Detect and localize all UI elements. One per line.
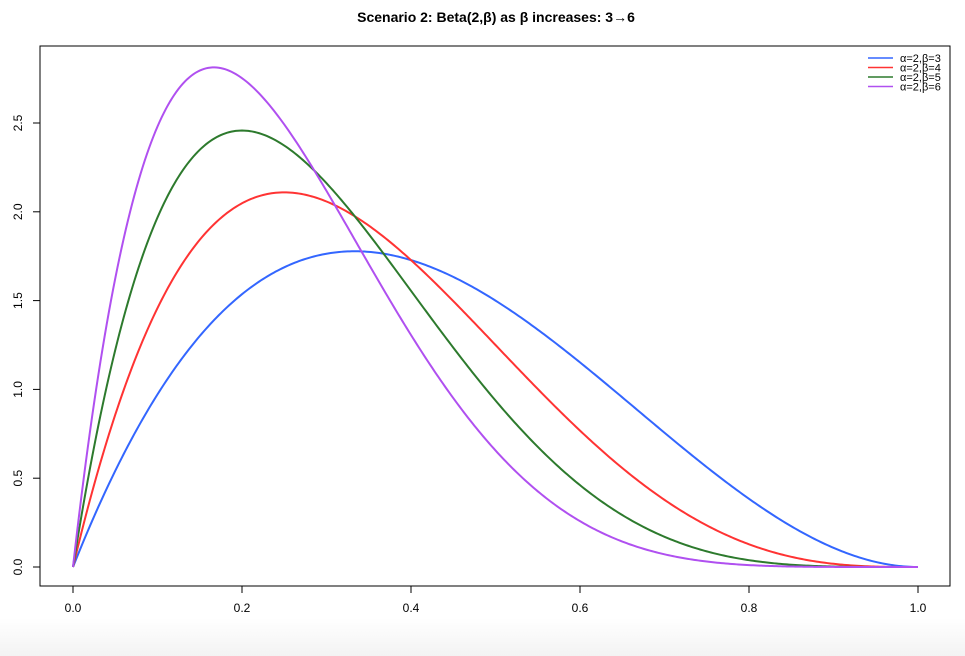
- series-line: [72, 191, 918, 568]
- legend-label: α=2,β=4: [900, 63, 941, 75]
- x-tick-label: 0.2: [234, 601, 251, 615]
- chart-title: Scenario 2: Beta(2,β) as β increases: 3→…: [357, 9, 635, 25]
- y-axis: 0.0 0.5 1.0 1.5 2.0 2.5: [11, 114, 41, 575]
- legend-label: α=2,β=3: [900, 53, 941, 65]
- y-tick-label: 1.5: [11, 292, 25, 309]
- bottom-fade: [0, 618, 965, 656]
- y-tick-label: 0.5: [11, 470, 25, 487]
- y-tick-label: 0.0: [11, 558, 25, 575]
- series-line: [72, 250, 919, 568]
- x-axis: 0.0 0.2 0.4 0.6 0.8 1.0: [65, 585, 927, 615]
- x-tick-label: 0.4: [403, 601, 420, 615]
- x-tick-label: 0.6: [572, 601, 589, 615]
- series-line: [72, 129, 918, 568]
- y-tick-label: 1.0: [11, 381, 25, 398]
- x-tick-label: 0.8: [741, 601, 758, 615]
- curves: [72, 66, 919, 568]
- x-tick-label: 0.0: [65, 601, 82, 615]
- legend: α=2,β=3α=2,β=4α=2,β=5α=2,β=6: [868, 53, 941, 94]
- y-tick-label: 2.5: [11, 114, 25, 131]
- y-tick-label: 2.0: [11, 203, 25, 220]
- plot-frame: [39, 45, 951, 587]
- legend-label: α=2,β=5: [900, 72, 941, 84]
- series-line: [72, 66, 918, 568]
- legend-label: α=2,β=6: [900, 82, 941, 94]
- x-tick-label: 1.0: [910, 601, 927, 615]
